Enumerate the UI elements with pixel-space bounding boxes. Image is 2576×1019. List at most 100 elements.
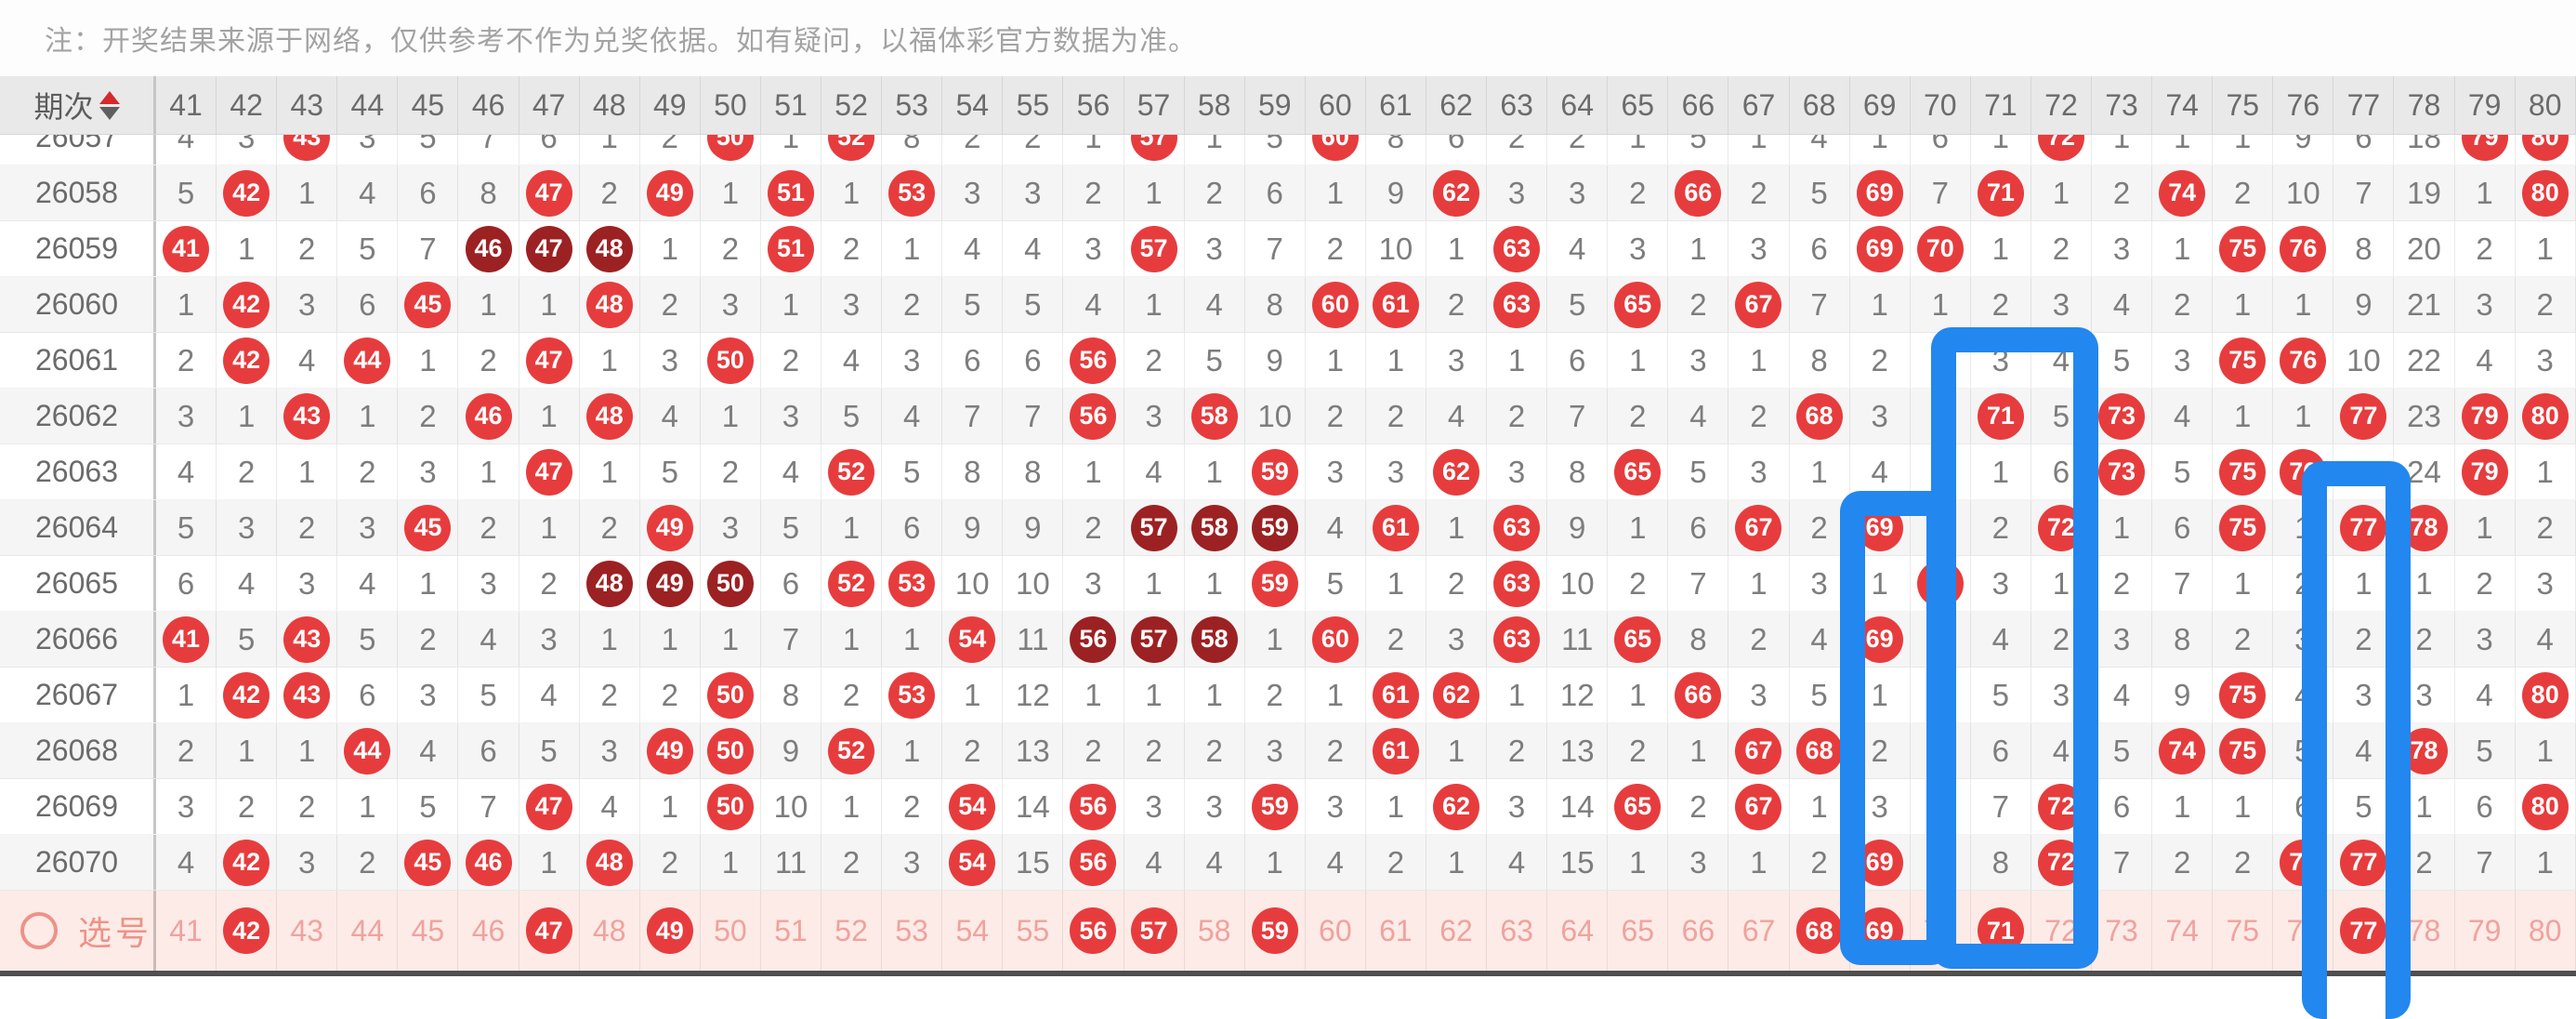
- omission-cell: 3: [1668, 835, 1729, 890]
- sort-arrows-icon[interactable]: [99, 90, 120, 120]
- selection-number-label: 50: [714, 913, 747, 947]
- omission-cell: 4: [156, 835, 217, 890]
- selected-number-ball[interactable]: 56: [1070, 907, 1117, 954]
- selection-number-label: 54: [955, 913, 990, 947]
- selection-number[interactable]: 65: [1608, 891, 1669, 971]
- selected-number-ball[interactable]: 49: [646, 907, 693, 954]
- selection-number[interactable]: 45: [398, 891, 459, 971]
- drawn-ball: 63: [1493, 615, 1541, 663]
- omission-cell: 4: [398, 723, 459, 778]
- selection-number[interactable]: 60: [1306, 891, 1366, 971]
- selection-number-label: 62: [1439, 913, 1473, 947]
- drawn-ball-cell: 57: [1124, 612, 1185, 667]
- selected-number-ball[interactable]: 42: [223, 907, 270, 954]
- selected-number-ball[interactable]: 47: [525, 907, 572, 954]
- drawn-ball-streak: 47: [525, 225, 572, 272]
- selection-number[interactable]: 66: [1668, 891, 1729, 971]
- selection-number[interactable]: 63: [1487, 891, 1548, 971]
- period-cell: 26064: [0, 500, 156, 555]
- drawn-ball-cell: 42: [217, 277, 278, 332]
- selection-number-selected[interactable]: 56: [1063, 891, 1124, 971]
- selection-number-selected[interactable]: 59: [1245, 891, 1306, 971]
- selection-label-cell[interactable]: 选号: [0, 891, 156, 971]
- period-column-header[interactable]: 期次: [0, 76, 156, 134]
- drawn-ball-cell: 75: [2213, 500, 2274, 555]
- selection-number[interactable]: 55: [1003, 891, 1064, 971]
- selection-number-selected[interactable]: 47: [519, 891, 580, 971]
- omission-value: 4: [1447, 398, 1465, 433]
- omission-cell: 1: [519, 500, 580, 555]
- selection-number-selected[interactable]: 49: [640, 891, 701, 971]
- drawn-ball: 43: [283, 615, 331, 663]
- omission-cell: 2: [1185, 165, 1245, 220]
- selection-number[interactable]: 50: [701, 891, 761, 971]
- selection-number[interactable]: 75: [2213, 891, 2274, 971]
- omission-value: 2: [359, 844, 376, 880]
- selection-number[interactable]: 64: [1547, 891, 1609, 971]
- omission-cell: 3: [398, 444, 459, 499]
- drawn-ball-streak: 58: [1190, 504, 1238, 551]
- selection-number[interactable]: 44: [337, 891, 399, 971]
- omission-value: 2: [177, 342, 195, 377]
- omission-cell: 1: [580, 333, 640, 388]
- drawn-ball: 79: [2461, 392, 2508, 440]
- selection-number[interactable]: 67: [1728, 891, 1790, 971]
- selection-number[interactable]: 54: [942, 891, 1004, 971]
- drawn-ball: 45: [404, 504, 452, 551]
- drawn-ball-cell: 46: [458, 221, 519, 276]
- omission-cell: 9: [1245, 333, 1306, 388]
- omission-cell: 1: [1608, 835, 1669, 890]
- selection-number[interactable]: 62: [1426, 891, 1488, 971]
- column-header: 58: [1185, 76, 1245, 134]
- drawn-ball-cell: 61: [1366, 500, 1426, 555]
- selection-number[interactable]: 52: [821, 891, 883, 971]
- omission-cell: 6: [1668, 500, 1729, 555]
- omission-value: 5: [1205, 342, 1223, 377]
- omission-value: 2: [1084, 175, 1102, 210]
- selection-number[interactable]: 73: [2092, 891, 2153, 971]
- omission-value: 2: [1507, 733, 1526, 768]
- selection-number[interactable]: 51: [761, 891, 822, 971]
- selection-number[interactable]: 41: [156, 891, 217, 971]
- omission-value: 5: [842, 398, 861, 433]
- selection-number[interactable]: 74: [2152, 891, 2214, 971]
- drawn-ball: 42: [223, 281, 270, 328]
- drawn-ball-cell: 63: [1487, 556, 1548, 611]
- omission-cell: 3: [701, 500, 761, 555]
- selection-number[interactable]: 58: [1185, 891, 1245, 971]
- omission-cell: 5: [882, 444, 943, 499]
- selected-number-ball[interactable]: 57: [1130, 907, 1177, 954]
- omission-value: 19: [2407, 175, 2441, 210]
- selection-number-label: 79: [2467, 913, 2502, 947]
- omission-value: 1: [237, 398, 256, 433]
- omission-value: 3: [1084, 231, 1102, 266]
- selected-number-ball[interactable]: 59: [1251, 907, 1298, 954]
- selection-number-selected[interactable]: 42: [217, 891, 278, 971]
- selection-number[interactable]: 48: [580, 891, 640, 971]
- omission-value: 9: [2173, 677, 2191, 712]
- omission-cell: 8: [2333, 221, 2395, 276]
- selected-number-ball[interactable]: 68: [1795, 907, 1843, 954]
- selected-number-ball[interactable]: 77: [2340, 907, 2387, 954]
- drawn-ball: 69: [1856, 225, 1903, 272]
- omission-cell: 6: [1245, 165, 1306, 220]
- selection-number[interactable]: 53: [882, 891, 943, 971]
- selection-number[interactable]: 78: [2394, 891, 2455, 971]
- drawn-ball-cell: 67: [1728, 779, 1790, 834]
- drawn-ball: 80: [2521, 169, 2569, 217]
- selection-number[interactable]: 61: [1366, 891, 1426, 971]
- selection-number[interactable]: 46: [458, 891, 519, 971]
- omission-value: 3: [842, 286, 861, 322]
- selection-number[interactable]: 80: [2516, 891, 2576, 971]
- omission-cell: 2: [2092, 165, 2153, 220]
- omission-value: 8: [782, 677, 800, 712]
- selection-number-selected[interactable]: 57: [1124, 891, 1185, 971]
- selection-number[interactable]: 79: [2455, 891, 2516, 971]
- selection-number[interactable]: 43: [277, 891, 338, 971]
- period-header-label: 期次: [33, 90, 94, 124]
- omission-value: 1: [2112, 510, 2131, 545]
- drawn-ball-cell: 42: [217, 668, 278, 722]
- omission-cell: 1: [1245, 612, 1306, 667]
- omission-value: 3: [1750, 231, 1768, 266]
- column-header: 53: [882, 76, 943, 134]
